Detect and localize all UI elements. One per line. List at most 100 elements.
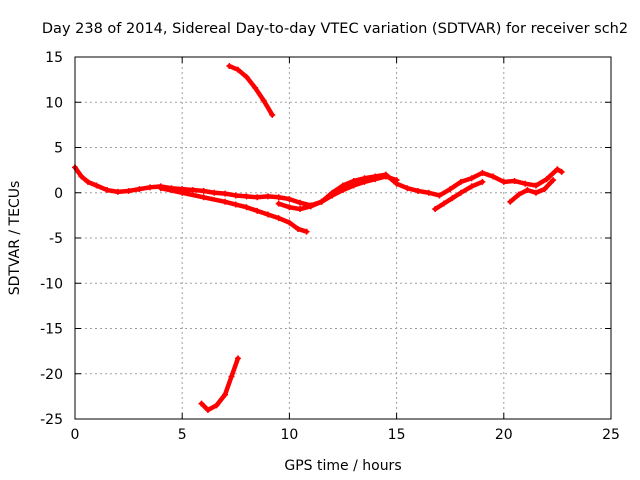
y-tick-label: -25 (40, 412, 63, 428)
y-axis-label: SDTVAR / TECUs (7, 181, 23, 296)
data-point (243, 204, 250, 211)
data-point (297, 199, 304, 206)
x-tick-label: 5 (178, 427, 187, 443)
data-point (252, 84, 259, 91)
series-main-lower (157, 185, 310, 235)
data-point (543, 176, 550, 183)
data-point (269, 111, 276, 118)
data-point (232, 192, 239, 199)
data-point (432, 206, 439, 213)
data-point (226, 63, 233, 70)
data-point (457, 178, 464, 185)
series-late-dip (507, 177, 557, 205)
x-tick-label: 20 (495, 427, 513, 443)
series-trace (507, 177, 556, 205)
data-point (297, 206, 304, 213)
series-trace (227, 63, 275, 118)
data-point (125, 187, 132, 194)
data-series (72, 63, 565, 413)
data-point (286, 204, 293, 211)
data-point (234, 66, 241, 73)
data-point (260, 97, 267, 104)
x-axis-label: GPS time / hours (284, 458, 401, 474)
series-trace (199, 356, 241, 413)
data-point (457, 189, 464, 196)
data-point (404, 185, 411, 192)
data-point (228, 373, 235, 380)
data-point (522, 180, 529, 187)
data-point (532, 189, 539, 196)
data-point (286, 196, 293, 203)
series-high-arc (226, 63, 276, 118)
data-point (93, 182, 100, 189)
data-point (189, 187, 196, 194)
data-point (532, 182, 539, 189)
data-point (136, 186, 143, 193)
data-point (318, 198, 325, 205)
y-tick-label: 10 (45, 95, 63, 111)
data-point (254, 207, 261, 214)
data-point (415, 187, 422, 194)
data-point (254, 194, 261, 201)
data-point (275, 215, 282, 222)
data-point (479, 178, 486, 185)
x-tick-label: 0 (71, 427, 80, 443)
data-point (340, 187, 346, 194)
data-point (84, 178, 91, 185)
x-tick-label: 10 (280, 427, 298, 443)
data-point (213, 402, 220, 409)
data-point (147, 184, 154, 191)
series-low-arc (198, 355, 241, 413)
data-point (329, 192, 336, 199)
data-point (468, 175, 475, 182)
axis-ticks: 0 5 10 15 20 25 -25 -20 -15 -10 -5 0 5 10 15 (40, 50, 620, 443)
y-tick-label: -10 (40, 276, 63, 292)
data-point (307, 203, 314, 210)
data-point (204, 406, 211, 413)
data-point (361, 178, 368, 185)
series-trace (432, 179, 485, 212)
data-point (372, 176, 379, 183)
data-point (500, 178, 507, 185)
data-point (211, 189, 218, 196)
data-point (436, 192, 443, 199)
y-tick-label: 5 (54, 141, 63, 157)
grid-lines (75, 57, 611, 419)
data-point (222, 391, 229, 398)
data-point (507, 198, 514, 205)
data-point (157, 185, 164, 192)
series-late-lower (432, 178, 486, 213)
data-point (515, 191, 522, 198)
data-point (303, 228, 310, 235)
data-point (222, 190, 229, 197)
data-point (550, 177, 557, 184)
series-trace (158, 185, 309, 234)
data-point (479, 169, 486, 176)
chart-title: Day 238 of 2014, Sidereal Day-to-day VTE… (42, 21, 628, 37)
data-point (198, 400, 205, 407)
x-tick-label: 25 (602, 427, 620, 443)
data-point (78, 173, 85, 180)
data-point (264, 211, 271, 218)
data-point (425, 189, 432, 196)
y-tick-label: 15 (45, 50, 63, 66)
data-point (558, 168, 565, 175)
y-tick-label: -15 (40, 322, 63, 338)
data-point (440, 200, 447, 207)
data-point (468, 183, 475, 190)
x-tick-label: 15 (388, 427, 406, 443)
data-point (524, 187, 531, 194)
data-point (114, 188, 121, 195)
data-point (275, 200, 282, 207)
data-point (286, 219, 293, 226)
data-point (449, 195, 456, 202)
data-point (179, 189, 186, 196)
data-point (104, 187, 111, 194)
data-point (200, 187, 207, 194)
data-point (393, 177, 400, 184)
y-tick-label: -20 (40, 367, 63, 383)
data-point (294, 225, 301, 232)
data-point (200, 194, 207, 201)
data-point (447, 186, 454, 193)
